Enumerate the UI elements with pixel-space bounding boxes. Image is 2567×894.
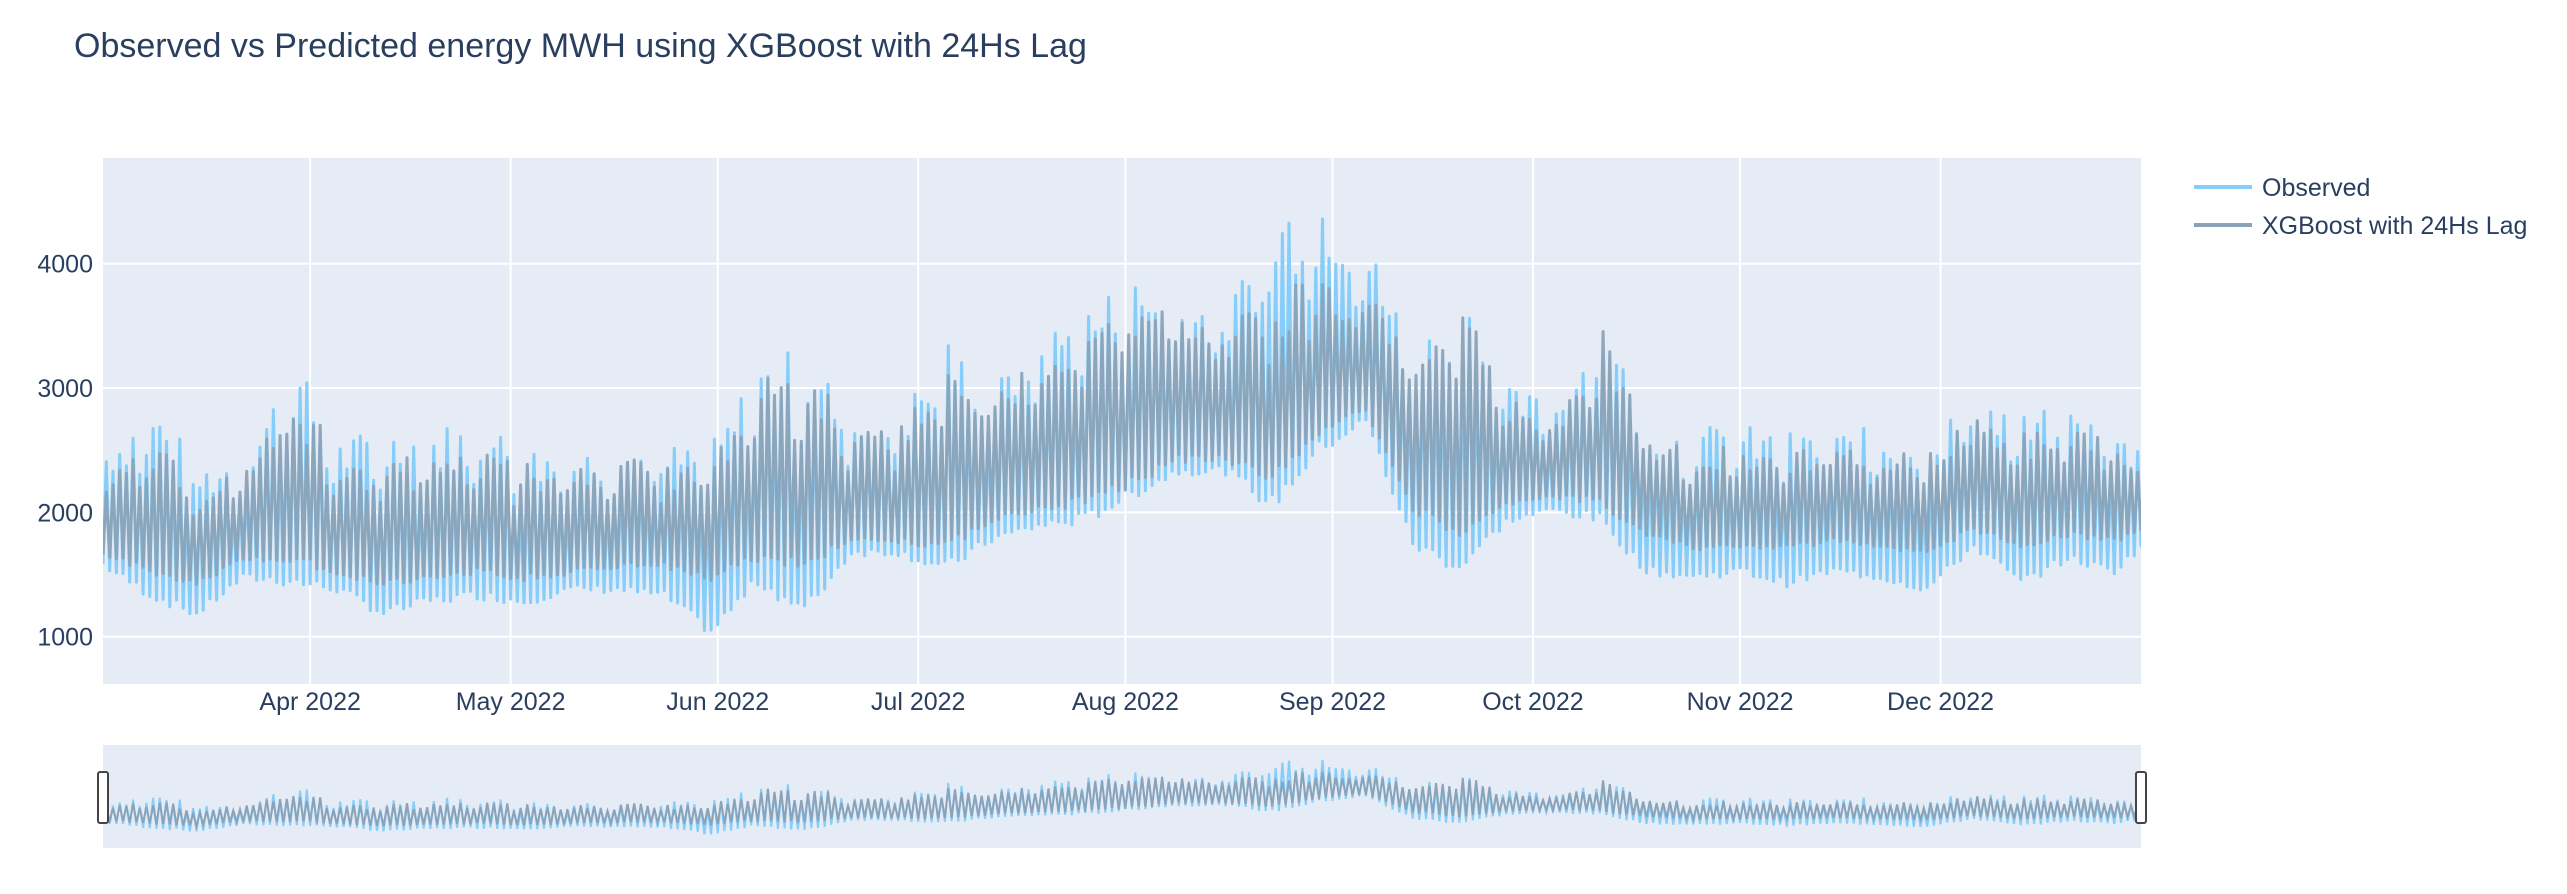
legend-label-observed: Observed xyxy=(2262,174,2370,202)
x-tick-label-5: Sep 2022 xyxy=(1279,688,1386,716)
x-tick-label-3: Jul 2022 xyxy=(871,688,966,716)
y-tick-label-1000: 1000 xyxy=(37,624,93,652)
chart-title: Observed vs Predicted energy MWH using X… xyxy=(74,27,1087,65)
x-tick-label-7: Nov 2022 xyxy=(1687,688,1794,716)
legend[interactable]: Observed XGBoost with 24Hs Lag xyxy=(2194,174,2527,240)
legend-item-observed[interactable]: Observed xyxy=(2194,174,2370,202)
x-tick-label-8: Dec 2022 xyxy=(1887,688,1994,716)
legend-label-xgboost: XGBoost with 24Hs Lag xyxy=(2262,212,2527,240)
range-slider-left-handle[interactable] xyxy=(97,771,109,824)
legend-item-xgboost[interactable]: XGBoost with 24Hs Lag xyxy=(2194,212,2527,240)
x-tick-label-1: May 2022 xyxy=(456,688,566,716)
range-slider-right-handle[interactable] xyxy=(2135,771,2147,824)
range-slider-preview xyxy=(103,759,2141,835)
x-tick-label-0: Apr 2022 xyxy=(259,688,360,716)
series-line-xgboost xyxy=(103,283,2141,586)
range-slider-track[interactable] xyxy=(103,745,2141,848)
y-axis-ticks: 1000 2000 3000 4000 xyxy=(37,251,93,652)
x-tick-label-4: Aug 2022 xyxy=(1072,688,1179,716)
y-tick-label-4000: 4000 xyxy=(37,251,93,279)
range-slider[interactable] xyxy=(97,745,2147,848)
slider-series-xgboost xyxy=(103,771,2141,830)
x-tick-label-6: Oct 2022 xyxy=(1482,688,1583,716)
y-tick-label-2000: 2000 xyxy=(37,499,93,527)
x-axis-ticks: Apr 2022 May 2022 Jun 2022 Jul 2022 Aug 2022… xyxy=(259,688,1994,716)
series-layer xyxy=(103,217,2141,632)
y-tick-label-3000: 3000 xyxy=(37,375,93,403)
x-tick-label-2: Jun 2022 xyxy=(666,688,769,716)
